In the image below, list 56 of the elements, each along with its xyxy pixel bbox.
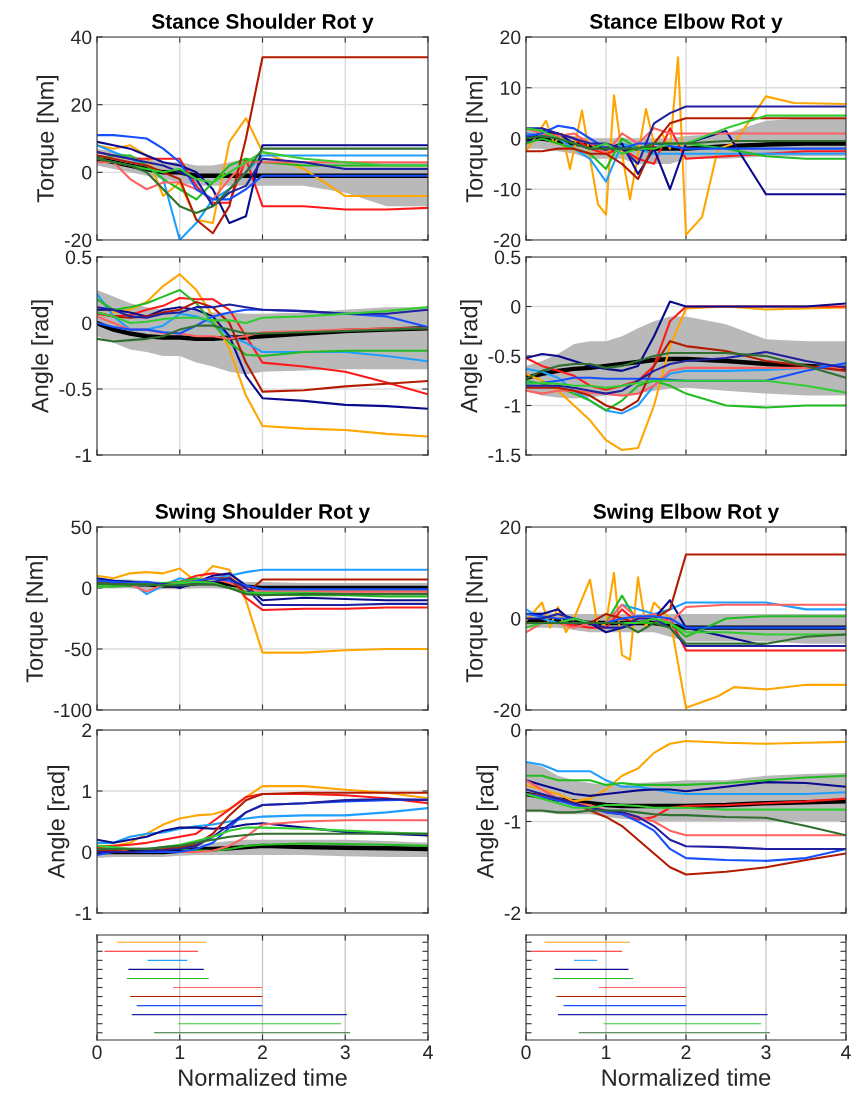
x-tick-label: 0: [92, 1045, 102, 1060]
y-axis-title: Torque [Nm]: [465, 75, 488, 203]
y-tick-label: 10: [501, 81, 521, 95]
y-tick-label: -2: [504, 906, 521, 921]
y-tick-label: -20: [493, 233, 521, 248]
y-tick-label: -50: [64, 642, 92, 657]
chart-title: Stance Shoulder Rot y: [151, 13, 374, 33]
chart-title: Swing Elbow Rot y: [593, 503, 780, 524]
y-tick-label: 0: [511, 299, 521, 314]
x-tick-label: 3: [340, 1045, 350, 1060]
y-tick-label: 0: [82, 316, 92, 331]
y-tick-label: -1: [504, 815, 521, 829]
y-tick-label: -20: [493, 703, 521, 718]
chart-title: Stance Elbow Rot y: [589, 13, 783, 33]
x-tick-label: 1: [602, 1045, 611, 1059]
y-tick-label: -100: [54, 703, 92, 718]
y-tick-label: 0.5: [65, 250, 92, 265]
y-axis-title: Angle [rad]: [47, 766, 70, 879]
y-tick-label: -20: [64, 233, 92, 248]
y-tick-label: -0.5: [59, 382, 92, 397]
x-tick-label: 4: [423, 1045, 433, 1059]
y-tick-label: -1: [504, 399, 521, 413]
y-tick-label: 20: [71, 98, 92, 112]
y-tick-label: -10: [493, 182, 521, 197]
chart-title: Swing Shoulder Rot y: [155, 503, 371, 524]
y-axis-title: Angle [rad]: [476, 766, 499, 879]
y-tick-label: 2: [82, 723, 92, 738]
y-tick-label: 0: [511, 611, 521, 626]
y-tick-label: 20: [500, 520, 521, 535]
y-tick-label: 0: [82, 581, 92, 596]
y-tick-label: 0: [511, 131, 521, 146]
y-tick-label: 0.5: [494, 250, 521, 265]
x-tick-label: 2: [681, 1045, 691, 1059]
y-axis-title: Torque [Nm]: [465, 555, 488, 683]
x-tick-label: 0: [521, 1045, 531, 1060]
y-tick-label: 20: [500, 30, 521, 45]
y-tick-label: 0: [82, 165, 92, 180]
y-tick-label: -1: [75, 448, 92, 463]
y-tick-label: -0.5: [488, 349, 521, 364]
y-axis-title: Angle [rad]: [460, 300, 483, 414]
y-tick-label: 1: [82, 784, 92, 799]
x-axis-title: Normalized time: [602, 1068, 771, 1086]
y-tick-label: 40: [70, 30, 92, 45]
y-tick-label: 50: [71, 520, 92, 535]
x-tick-label: 3: [761, 1045, 771, 1060]
x-tick-label: 4: [841, 1045, 851, 1059]
x-tick-label: 1: [175, 1045, 185, 1059]
y-tick-label: 0: [82, 845, 92, 860]
y-axis-title: Angle [rad]: [31, 300, 54, 414]
y-tick-label: -1: [75, 906, 92, 921]
y-tick-label: -1.5: [488, 448, 521, 463]
y-tick-label: 0: [511, 723, 521, 738]
y-axis-title: Torque [Nm]: [36, 75, 59, 203]
x-axis-title: Normalized time: [179, 1068, 347, 1086]
x-tick-label: 2: [258, 1045, 267, 1059]
y-axis-title: Torque [Nm]: [25, 555, 48, 683]
